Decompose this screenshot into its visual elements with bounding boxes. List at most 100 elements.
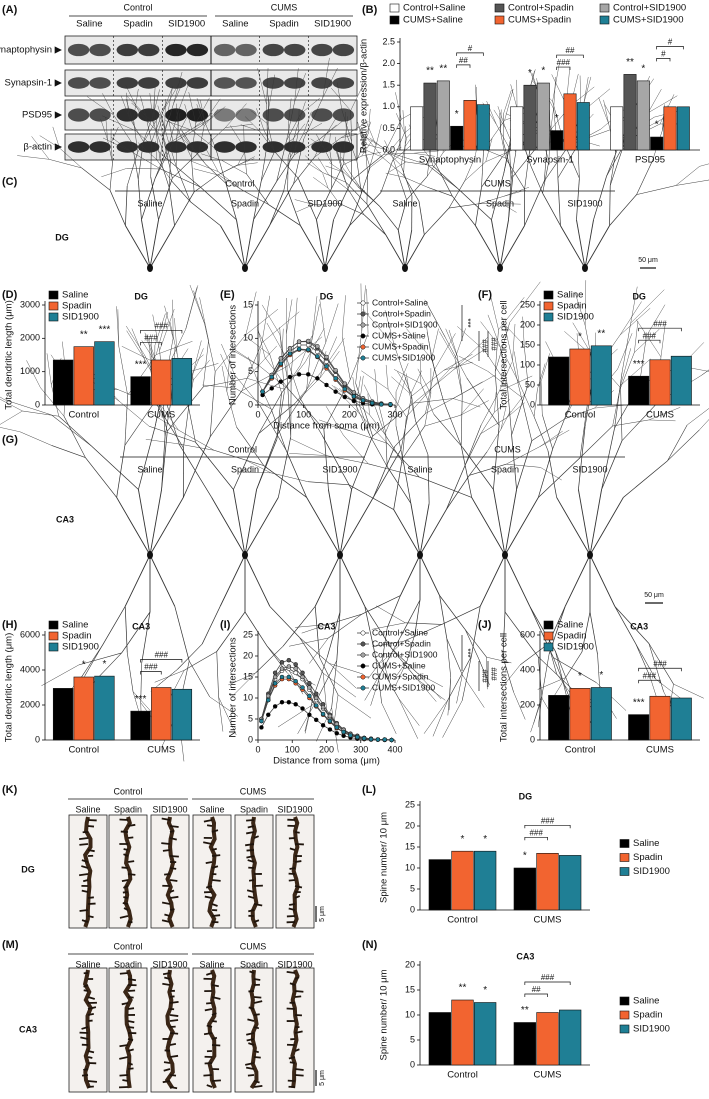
dendrite	[328, 613, 362, 639]
dendrite	[269, 354, 282, 394]
dendrite	[359, 186, 380, 207]
y-axis-label: Total dendritic length (μm)	[4, 300, 15, 410]
data-point	[305, 338, 311, 344]
data-point	[307, 712, 312, 718]
dendrite	[519, 383, 535, 417]
data-point	[286, 657, 292, 663]
dendrite	[508, 176, 514, 220]
blot-band	[116, 43, 138, 57]
dendrite	[341, 336, 351, 380]
dendrite	[513, 692, 526, 720]
dendrite	[4, 399, 52, 416]
lane-label: Spadin	[269, 19, 299, 30]
condition-label: Spadin	[231, 464, 259, 474]
dendrite	[533, 695, 543, 724]
bar	[428, 859, 451, 911]
data-point	[300, 674, 305, 680]
dendrite	[327, 187, 340, 204]
dendrite	[636, 319, 662, 358]
dendrite	[343, 171, 361, 188]
dendrite	[269, 606, 300, 638]
data-point	[272, 704, 278, 709]
spine	[163, 1061, 171, 1064]
dendrite	[460, 400, 489, 416]
data-point	[315, 354, 320, 359]
dendrite	[259, 130, 276, 153]
dendrite	[232, 489, 246, 556]
significance-bracket	[456, 52, 484, 56]
dendrite	[609, 185, 611, 226]
spine	[211, 865, 219, 869]
dendrite	[319, 299, 326, 343]
significance-label: ###	[529, 828, 543, 837]
soma	[147, 551, 153, 559]
dendrite	[230, 672, 256, 698]
blot-band	[213, 43, 236, 57]
dendrite	[359, 126, 366, 148]
dendrite	[597, 654, 601, 693]
y-tick-label: 150	[520, 339, 535, 349]
dendrite	[460, 388, 484, 416]
dendrite	[372, 402, 414, 437]
legend-label: Control+Spadin	[372, 308, 431, 318]
blot-band	[165, 77, 187, 89]
dendrite	[584, 225, 610, 269]
dendrite	[188, 660, 210, 698]
data-point	[320, 704, 326, 710]
dendrite	[397, 377, 407, 405]
spine	[127, 1007, 135, 1010]
dendrite	[230, 125, 245, 148]
bar	[513, 867, 536, 911]
x-tick-label: 200	[342, 409, 357, 419]
dendrite	[244, 611, 268, 647]
dendrite	[465, 629, 487, 658]
dendrite	[183, 408, 189, 448]
blot-band	[332, 43, 355, 57]
legend-label: Saline	[633, 838, 659, 849]
dendrite	[443, 361, 473, 371]
lane-label: SID1900	[314, 19, 351, 30]
data-point	[320, 711, 326, 717]
dendrite	[499, 219, 509, 269]
dendrite	[169, 127, 194, 143]
spine	[246, 1032, 255, 1036]
dendrite	[406, 176, 428, 201]
dendrite	[63, 416, 86, 458]
dendrite	[301, 624, 328, 634]
y-tick-label: 0	[248, 734, 253, 744]
x-tick-label: CUMS	[534, 915, 562, 926]
dendrite	[461, 656, 472, 701]
dendrite	[244, 147, 247, 175]
dendrite	[544, 146, 568, 182]
bar	[476, 104, 490, 151]
dendrite	[556, 497, 591, 556]
dendrite	[193, 168, 220, 176]
dendrite	[237, 150, 246, 166]
dendrite	[162, 83, 180, 112]
legend-label: Spadin	[62, 631, 92, 642]
data-point	[293, 666, 298, 671]
dendrite	[236, 162, 258, 166]
dendrite	[503, 353, 520, 384]
dendrite	[131, 151, 161, 170]
dendrite	[648, 407, 681, 421]
legend-swatch	[543, 290, 554, 300]
data-point	[324, 354, 329, 360]
significance-label: ***	[135, 694, 147, 705]
dendrite	[113, 114, 133, 144]
dendrite	[504, 187, 530, 197]
bar	[536, 852, 559, 911]
scale-label: 50 μm	[644, 592, 664, 599]
dendrite	[245, 291, 257, 335]
dendrite	[341, 157, 350, 172]
legend-label: CUMS+Spadin	[372, 671, 429, 681]
spine	[253, 919, 260, 923]
spine	[163, 1068, 171, 1072]
dendrite	[157, 105, 165, 129]
spine	[247, 825, 255, 829]
significance-label: **	[459, 983, 467, 994]
dendrite	[314, 137, 342, 158]
data-point	[305, 372, 311, 377]
dendrite	[151, 111, 164, 142]
dendrite	[124, 403, 154, 446]
